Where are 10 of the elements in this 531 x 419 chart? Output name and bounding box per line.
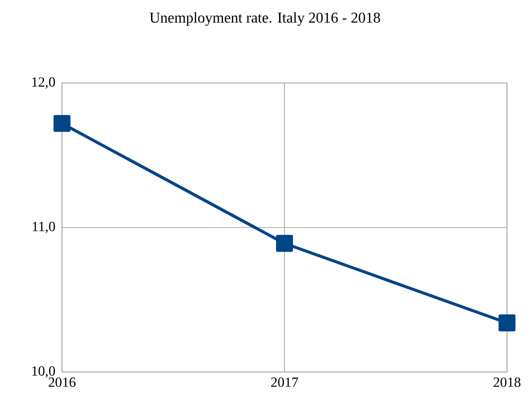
y-tick-label: 11,0: [32, 222, 55, 234]
point: [276, 234, 293, 252]
y-tick-label: 10,0: [32, 366, 55, 378]
x-tick-label: 2018: [494, 378, 520, 387]
chart-title: Unemployment rate. Italy 2016 - 2018: [150, 12, 380, 26]
point: [54, 114, 70, 132]
y-tick-label: 12,0: [32, 77, 55, 89]
x-tick-label: 2016: [48, 378, 76, 387]
x-tick-label: 2017: [271, 378, 298, 387]
point: [498, 314, 516, 332]
